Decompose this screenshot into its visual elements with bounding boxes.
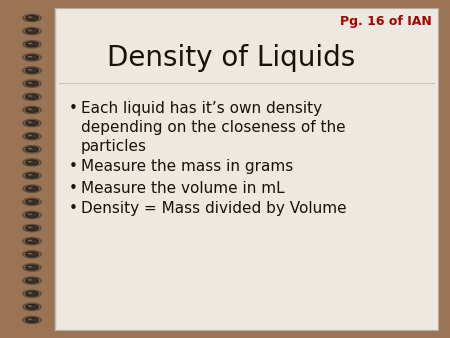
Ellipse shape <box>26 265 39 270</box>
Ellipse shape <box>26 186 39 191</box>
Ellipse shape <box>28 318 32 320</box>
Ellipse shape <box>26 213 39 217</box>
Text: Density of Liquids: Density of Liquids <box>107 44 356 72</box>
Ellipse shape <box>26 134 39 139</box>
Ellipse shape <box>28 148 32 149</box>
Ellipse shape <box>28 82 32 83</box>
Ellipse shape <box>28 161 32 162</box>
Ellipse shape <box>28 95 32 97</box>
Ellipse shape <box>26 147 39 152</box>
Ellipse shape <box>26 305 39 309</box>
Ellipse shape <box>26 94 39 99</box>
Ellipse shape <box>28 213 32 215</box>
Ellipse shape <box>26 55 39 60</box>
Ellipse shape <box>28 56 32 57</box>
Ellipse shape <box>26 81 39 86</box>
Text: •: • <box>68 101 77 116</box>
Ellipse shape <box>26 29 39 33</box>
Ellipse shape <box>28 187 32 189</box>
FancyBboxPatch shape <box>55 8 438 330</box>
Ellipse shape <box>26 199 39 204</box>
Ellipse shape <box>26 42 39 47</box>
Ellipse shape <box>26 173 39 178</box>
Text: Each liquid has it’s own density
depending on the closeness of the
particles: Each liquid has it’s own density dependi… <box>81 101 346 154</box>
Ellipse shape <box>28 17 32 18</box>
Ellipse shape <box>26 16 39 21</box>
Ellipse shape <box>28 292 32 294</box>
Ellipse shape <box>28 30 32 31</box>
Ellipse shape <box>28 226 32 228</box>
Ellipse shape <box>28 253 32 254</box>
Text: •: • <box>68 159 77 174</box>
Ellipse shape <box>26 252 39 257</box>
Ellipse shape <box>28 266 32 267</box>
Ellipse shape <box>26 121 39 125</box>
Ellipse shape <box>26 160 39 165</box>
Ellipse shape <box>26 291 39 296</box>
Ellipse shape <box>26 239 39 244</box>
Text: Density = Mass divided by Volume: Density = Mass divided by Volume <box>81 201 347 216</box>
Text: Pg. 16 of IAN: Pg. 16 of IAN <box>340 16 432 28</box>
Ellipse shape <box>28 43 32 44</box>
Text: Measure the mass in grams: Measure the mass in grams <box>81 159 293 174</box>
Ellipse shape <box>26 317 39 322</box>
Ellipse shape <box>28 240 32 241</box>
Ellipse shape <box>28 69 32 70</box>
Text: Measure the volume in mL: Measure the volume in mL <box>81 181 284 196</box>
Ellipse shape <box>28 305 32 307</box>
Ellipse shape <box>26 278 39 283</box>
Ellipse shape <box>26 107 39 113</box>
Ellipse shape <box>28 135 32 136</box>
Ellipse shape <box>26 68 39 73</box>
Ellipse shape <box>26 225 39 231</box>
Text: •: • <box>68 181 77 196</box>
Ellipse shape <box>28 200 32 202</box>
Ellipse shape <box>28 121 32 123</box>
Ellipse shape <box>28 108 32 110</box>
Ellipse shape <box>28 174 32 175</box>
Text: •: • <box>68 201 77 216</box>
Ellipse shape <box>28 279 32 281</box>
